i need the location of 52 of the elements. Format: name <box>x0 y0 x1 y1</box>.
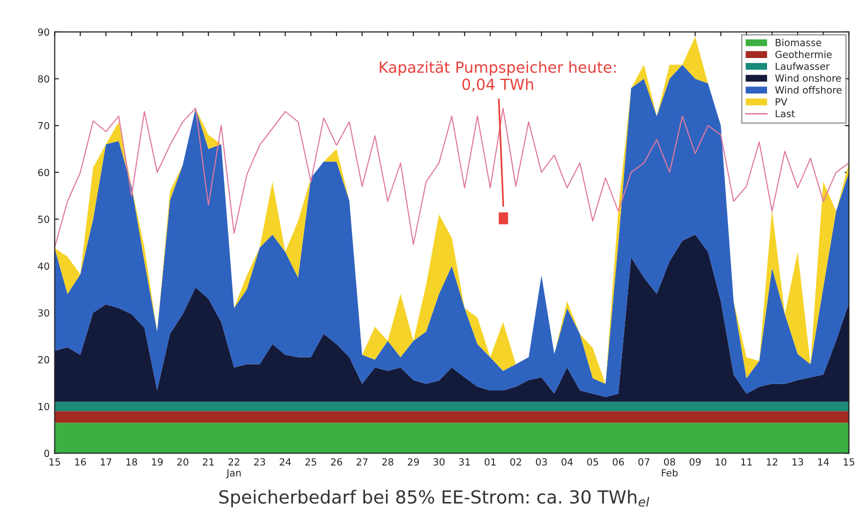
legend-label: Geothermie <box>775 50 832 58</box>
x-tick-label: 03 <box>536 458 547 466</box>
annotation: Kapazität Pumpspeicher heute: 0,04 TWh <box>380 61 616 92</box>
x-tick-label: 29 <box>408 458 419 466</box>
legend-label: Wind offshore <box>775 86 842 94</box>
x-tick-label: 14 <box>818 458 829 466</box>
x-tick-label: 13 <box>792 458 804 466</box>
legend-label: PV <box>776 98 788 106</box>
y-tick-label: 0 <box>44 450 50 458</box>
y-tick-label: 80 <box>38 75 50 83</box>
text: Speicherbedarf bei 85% EE-Strom: ca. 30 TWh$_{el}$ <box>219 490 650 508</box>
x-tick-label: 23 <box>254 458 266 466</box>
legend-label: Last <box>776 110 795 118</box>
x-tick-label: 01 <box>484 458 496 466</box>
x-tick-label: 18 <box>126 458 138 466</box>
x-tick-label: 10 <box>716 458 726 466</box>
y-tick-label: 60 <box>38 168 50 176</box>
x-tick-label: 24 <box>280 458 291 466</box>
y-tick-label: 50 <box>38 216 50 223</box>
x-tick-label: 12 <box>766 458 778 466</box>
x-tick-label: 11 <box>741 458 752 466</box>
line-series <box>54 108 849 248</box>
x-tick-label: 31 <box>459 458 470 466</box>
y-tick-label: 30 <box>38 309 50 317</box>
x-tick-label: 30 <box>434 458 445 466</box>
x-tick-label: 15 <box>844 458 854 466</box>
x-tick-label: 17 <box>100 458 112 466</box>
x-tick-label: 09 <box>690 458 701 466</box>
x-tick-label: 15 <box>50 458 60 466</box>
x-tick-label: 27 <box>356 458 368 466</box>
legend-label: Wind onshore <box>775 74 841 82</box>
x-tick-label: 05 <box>587 458 598 466</box>
legend-label: Laufwasser <box>776 62 830 70</box>
x-tick-label: 22 Jan <box>226 458 241 478</box>
y-tick-label: 40 <box>38 262 50 270</box>
x-tick-label: 07 <box>638 458 650 466</box>
x-tick-label: 06 <box>612 458 624 466</box>
x-tick-label: 21 <box>202 458 214 466</box>
x-tick-label: 28 <box>382 458 394 466</box>
x-tick-label: 25 <box>305 458 316 466</box>
y-tick-label: 70 <box>38 122 50 130</box>
x-tick-label: 02 <box>510 458 522 466</box>
legend-label: Biomasse <box>776 38 822 46</box>
x-tick-label: 16 <box>75 458 86 466</box>
y-tick-label: 90 <box>38 28 50 36</box>
x-tick-label: 08 Feb <box>662 458 678 476</box>
x-tick-label: 04 <box>562 458 573 466</box>
x-tick-label: 20 <box>177 458 188 466</box>
x-tick-label: 19 <box>152 458 163 466</box>
x-tick-label: 26 <box>331 458 342 466</box>
y-tick-label: 20 <box>38 356 50 364</box>
y-tick-label: 10 <box>38 402 50 410</box>
